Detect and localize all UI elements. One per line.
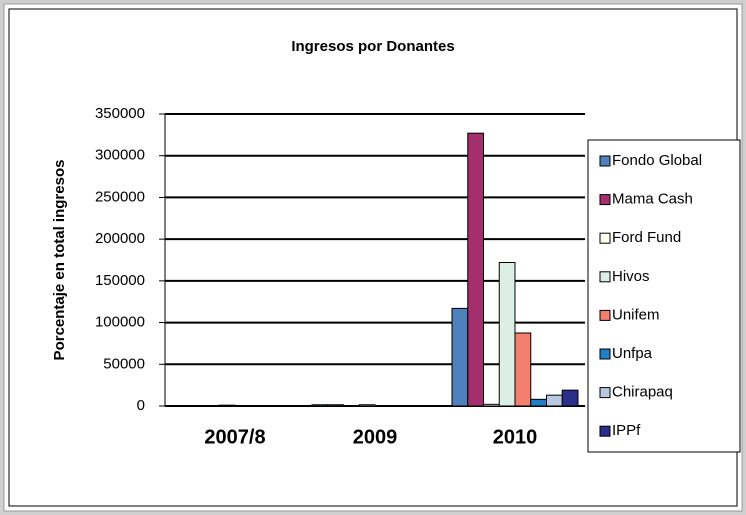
legend-swatch bbox=[599, 232, 611, 244]
legend-swatch bbox=[599, 194, 611, 206]
y-tick-label: 300000 bbox=[95, 147, 145, 164]
x-tick-label: 2010 bbox=[493, 426, 538, 448]
legend-swatch bbox=[599, 425, 611, 437]
bar bbox=[530, 398, 547, 407]
bar bbox=[451, 307, 469, 407]
legend-label: Hivos bbox=[612, 268, 650, 285]
bar bbox=[514, 332, 532, 407]
legend-label: Ford Fund bbox=[612, 229, 681, 246]
legend-swatch bbox=[599, 348, 611, 360]
y-tick-label: 50000 bbox=[103, 355, 145, 372]
legend-label: Unfpa bbox=[612, 345, 653, 362]
bar bbox=[498, 262, 516, 407]
legend-label: Fondo Global bbox=[612, 152, 702, 169]
legend-swatch bbox=[599, 155, 611, 167]
x-tick-label: 2007/8 bbox=[204, 426, 265, 448]
legend-box bbox=[587, 139, 741, 453]
x-tick-label: 2009 bbox=[353, 426, 398, 448]
legend-swatch bbox=[599, 387, 611, 399]
legend-label: Mama Cash bbox=[612, 191, 693, 208]
legend-label: Chirapaq bbox=[612, 384, 673, 401]
chart-title: Ingresos por Donantes bbox=[291, 38, 454, 55]
y-tick-label: 350000 bbox=[95, 105, 145, 122]
bar bbox=[467, 132, 484, 407]
bar bbox=[561, 389, 579, 407]
legend-swatch bbox=[599, 309, 611, 321]
y-tick-label: 100000 bbox=[95, 314, 145, 331]
y-tick-label: 200000 bbox=[95, 230, 145, 247]
y-tick-label: 0 bbox=[137, 397, 145, 414]
legend-swatch bbox=[599, 271, 611, 283]
y-tick-label: 250000 bbox=[95, 188, 145, 205]
bar bbox=[546, 394, 563, 407]
legend-label: IPPf bbox=[612, 422, 641, 439]
y-tick-label: 150000 bbox=[95, 272, 145, 289]
y-axis-title: Porcentaje en total ingresos bbox=[51, 160, 68, 361]
legend-label: Unifem bbox=[612, 306, 660, 323]
